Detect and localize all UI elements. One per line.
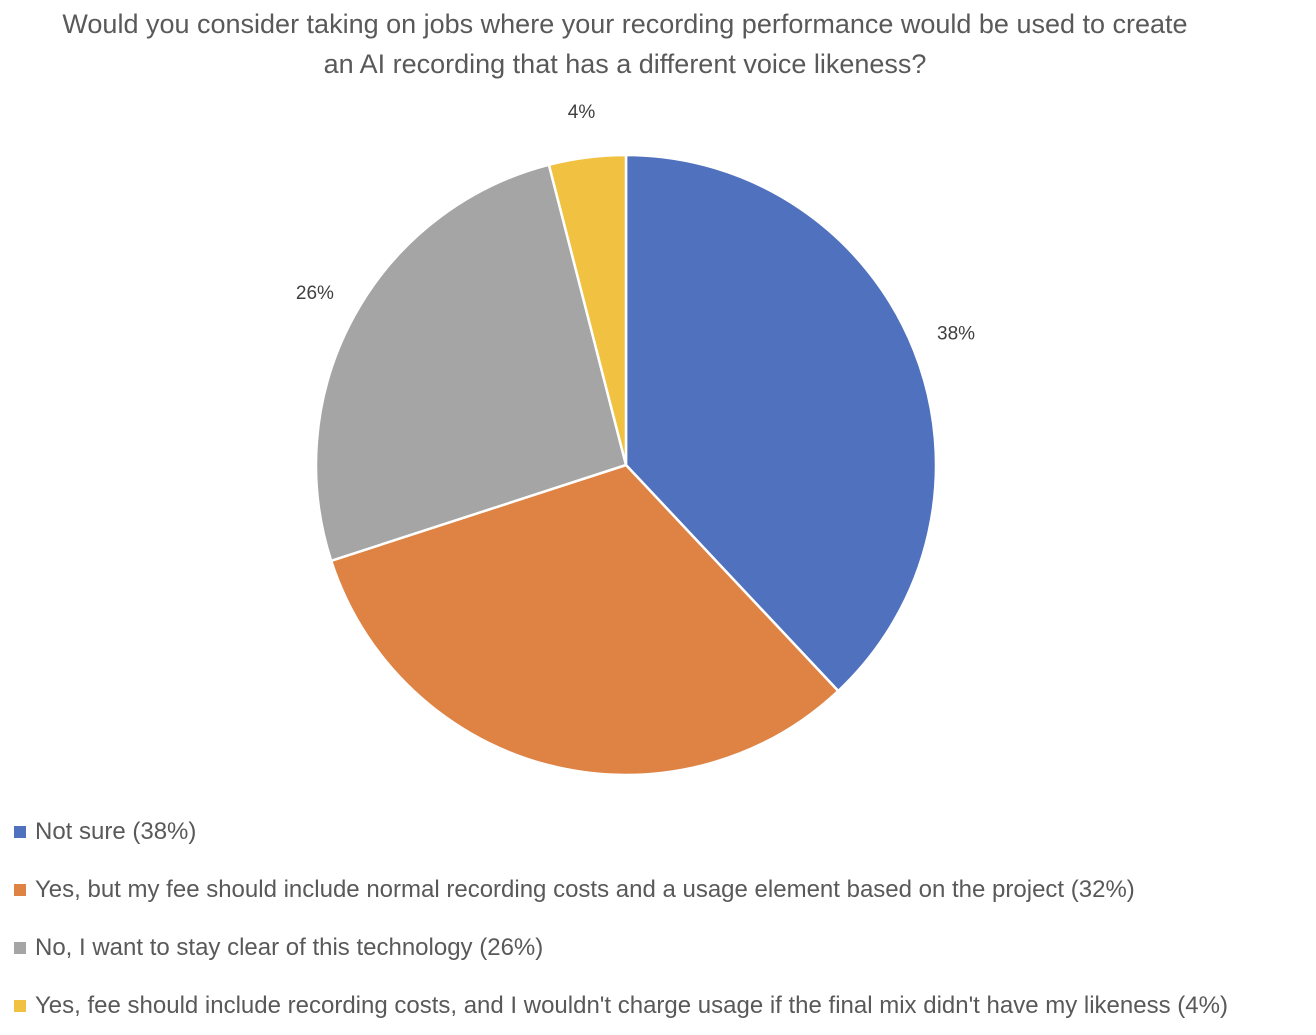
legend-label-no: No, I want to stay clear of this technol… bbox=[35, 934, 544, 961]
legend-label-yes-no-usage: Yes, fee should include recording costs,… bbox=[35, 992, 1228, 1019]
pie-chart: 38% 32% 26% 4% bbox=[296, 102, 975, 800]
legend-swatch-yes-no-usage bbox=[14, 1000, 26, 1012]
legend-item-yes-with-usage: Yes, but my fee should include normal re… bbox=[14, 861, 1314, 919]
legend-item-not-sure: Not sure (38%) bbox=[14, 803, 1314, 861]
pie-slices bbox=[314, 153, 938, 777]
data-label-not-sure: 38% bbox=[937, 323, 975, 344]
data-label-yes-with-usage: 32% bbox=[519, 798, 557, 800]
pie-slice-not-sure bbox=[624, 153, 938, 693]
pie-slice-yes-with-usage bbox=[329, 463, 840, 777]
data-label-yes-no-usage: 4% bbox=[568, 102, 596, 123]
data-label-no: 26% bbox=[296, 283, 334, 304]
legend-item-no: No, I want to stay clear of this technol… bbox=[14, 919, 1314, 977]
legend-item-yes-no-usage: Yes, fee should include recording costs,… bbox=[14, 977, 1314, 1035]
pie-slice-no bbox=[314, 163, 628, 563]
chart-title: Would you consider taking on jobs where … bbox=[0, 4, 1250, 84]
legend-label-not-sure: Not sure (38%) bbox=[35, 818, 197, 845]
legend-swatch-yes-with-usage bbox=[14, 884, 26, 896]
pie-slice-yes-no-usage bbox=[547, 153, 628, 466]
chart-title-line-1: Would you consider taking on jobs where … bbox=[62, 9, 1188, 39]
chart-title-line-2: an AI recording that has a different voi… bbox=[323, 49, 927, 79]
legend-label-yes-with-usage: Yes, but my fee should include normal re… bbox=[35, 876, 1135, 903]
legend-swatch-not-sure bbox=[14, 826, 26, 838]
legend-swatch-no bbox=[14, 942, 26, 954]
chart-legend: Not sure (38%) Yes, but my fee should in… bbox=[14, 803, 1314, 1035]
pie-data-labels: 38% 32% 26% 4% bbox=[296, 102, 975, 800]
